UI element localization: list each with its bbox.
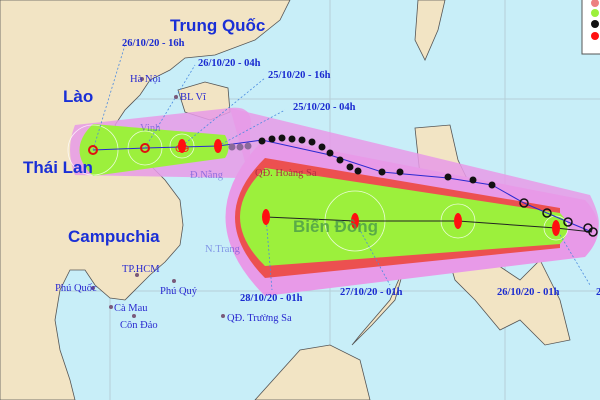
label-ha-noi: Hà Nội [130,74,161,85]
typhoon-forecast-icon [552,220,560,236]
label-bien-dong: Biển Đông [293,217,378,236]
time-label-prev-2: 26/10/20 - 04h [198,58,261,69]
time-label-current-1: 28/10/20 - 01h [240,293,303,304]
taiwan-island [414,0,446,61]
label-truong-sa: QĐ. Trường Sa [227,313,292,324]
label-da-nang: Đ.Nẵng [190,170,224,181]
time-label-current-2: 27/10/20 - 01h [340,287,403,298]
previous-center-zone [79,124,229,176]
typhoon-forecast-icon [454,213,462,229]
typhoon-forecast-icon [262,209,270,225]
label-thai-lan: Thái Lan [23,158,93,177]
forecast-point-icon [140,143,150,153]
forecast-storm-legend-icon [591,32,599,40]
label-tp-hcm: TP.HCM [122,264,160,275]
time-label-prev-4: 25/10/20 - 04h [293,102,356,113]
mainland-asia [0,0,291,400]
current-forecast-cone [67,124,599,296]
label-bl-vi: BL Vĩ [180,92,207,103]
typhoon-forecast-icon [214,139,222,153]
storm-center-zone [240,168,568,266]
palawan-island [351,264,406,346]
label-phu-quoc: Phú Quốc [55,283,97,294]
label-con-dao: Côn Đảo [120,320,158,331]
legend [581,0,600,55]
label-hoang-sa: QĐ. Hoàng Sa [255,168,317,179]
label-vinh: Vinh [140,123,161,134]
time-label-prev-3: 25/10/20 - 16h [268,70,331,81]
label-campuchia: Campuchia [68,227,160,246]
borneo-island [254,344,371,400]
label-lao: Lào [63,87,93,106]
typhoon-forecast-icon [178,139,186,153]
forecast-point-icon [88,145,98,155]
past-storm-icons [258,134,496,189]
time-label-prev-1: 26/10/20 - 16h [122,38,185,49]
label-ca-mau: Cà Mau [114,303,148,314]
typhoon-forecast-icon [351,213,359,229]
track-markers: ꩨ [88,134,598,237]
past-storm-legend-icon [591,20,599,28]
label-nha-trang: N.Trang [205,244,241,255]
forecast-time-leaders [92,44,591,291]
time-label-current-4: 2 [596,287,600,298]
time-label-current-3: 26/10/20 - 01h [497,287,560,298]
label-phu-quy: Phú Quý [160,286,198,297]
label-trung-quoc: Trung Quốc [170,16,265,35]
